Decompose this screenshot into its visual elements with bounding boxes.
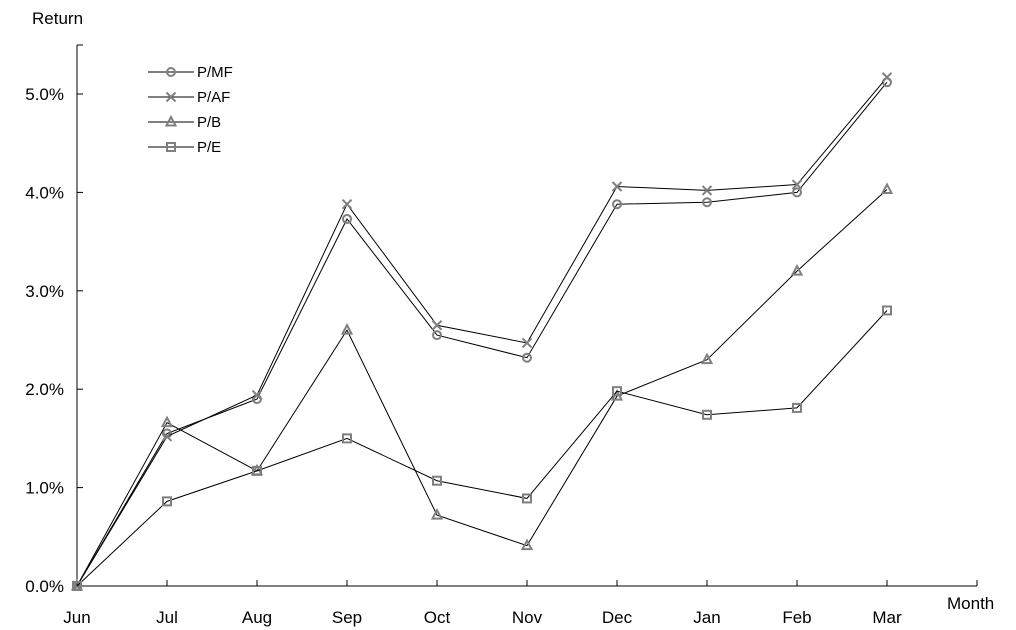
legend-item-p-af: P/AF [148,89,230,106]
legend-label: P/AF [197,89,230,106]
data-point-p-b [790,263,804,276]
x-tick-label: Oct [424,608,451,627]
legend-item-p-mf: P/MF [148,64,233,81]
x-tick-label: Jan [693,608,720,627]
x-tick-label: Mar [872,608,902,627]
y-tick-label: 3.0% [25,282,64,301]
legend: P/MF P/AF P/B P/E [148,64,233,156]
x-tick-label: Dec [602,608,633,627]
x-tick-label: Sep [332,608,362,627]
series-p-b [70,182,894,591]
data-point-p-mf [792,187,802,198]
y-tick-label: 1.0% [25,479,64,498]
y-tick-label: 0.0% [25,577,64,596]
data-point-p-mf [432,330,442,341]
data-point-p-e [882,305,892,316]
series-line-p-b [76,189,888,587]
x-axis-title: Month [947,594,994,613]
data-point-p-e [252,465,262,476]
legend-marker-p-mf [166,67,176,77]
data-point-p-b [880,182,894,194]
data-point-p-mf [522,352,532,363]
data-point-p-b [430,508,444,520]
data-point-p-af [521,337,533,349]
data-point-p-e [792,402,802,413]
data-point-p-e [612,386,622,397]
data-point-p-mf [702,197,712,208]
data-point-p-mf [342,213,352,224]
y-tick-label: 5.0% [25,85,64,104]
legend-label: P/MF [197,64,233,81]
data-point-p-af [701,185,713,196]
data-point-p-af [791,179,803,190]
x-tick-label: Aug [242,608,272,627]
data-point-p-af [341,199,353,210]
y-axis-title: Return [32,9,83,28]
legend-marker-p-b [164,114,178,127]
legend-marker-p-af [165,91,177,103]
data-point-p-e [522,493,532,504]
axes: 0.0% 1.0% 2.0% 3.0% 4.0% 5.0% Jun Jul Aug Sep Oct N… [25,44,978,627]
legend-item-p-b: P/B [148,114,221,131]
legend-item-p-e: P/E [148,139,221,156]
x-tick-label: Feb [782,608,811,627]
series-p-af [71,72,893,592]
data-point-p-b [700,352,714,365]
data-point-p-af [881,72,893,83]
series-line-p-e [76,310,888,587]
data-point-p-e [432,475,442,486]
data-point-p-e [342,433,352,444]
x-tick-label: Jun [63,608,90,627]
data-point-p-e [702,409,712,420]
y-tick-label: 2.0% [25,380,64,399]
data-point-p-e [72,581,82,591]
data-point-p-mf [612,199,622,210]
data-point-p-e [162,496,172,507]
legend-label: P/E [197,139,221,156]
series-line-p-af [76,76,888,587]
y-tick-label: 4.0% [25,183,64,202]
data-point-p-af [611,181,623,192]
data-point-p-af [431,320,443,331]
x-tick-label: Nov [512,608,543,627]
data-point-p-b [340,323,354,335]
series-layer [70,72,894,592]
x-tick-label: Jul [156,608,178,627]
data-point-p-af [161,431,173,442]
data-point-p-b [520,538,534,551]
legend-label: P/B [197,114,221,131]
data-point-p-b [160,415,174,428]
series-p-e [72,305,892,591]
legend-marker-p-e [166,142,176,152]
data-point-p-af [251,389,263,401]
